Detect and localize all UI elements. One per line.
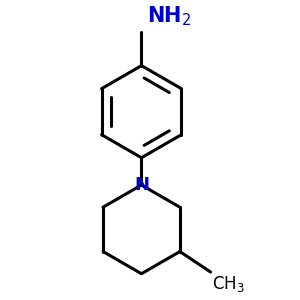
- Text: NH$_2$: NH$_2$: [147, 4, 191, 28]
- Text: CH$_3$: CH$_3$: [212, 274, 245, 294]
- Text: N: N: [134, 176, 149, 194]
